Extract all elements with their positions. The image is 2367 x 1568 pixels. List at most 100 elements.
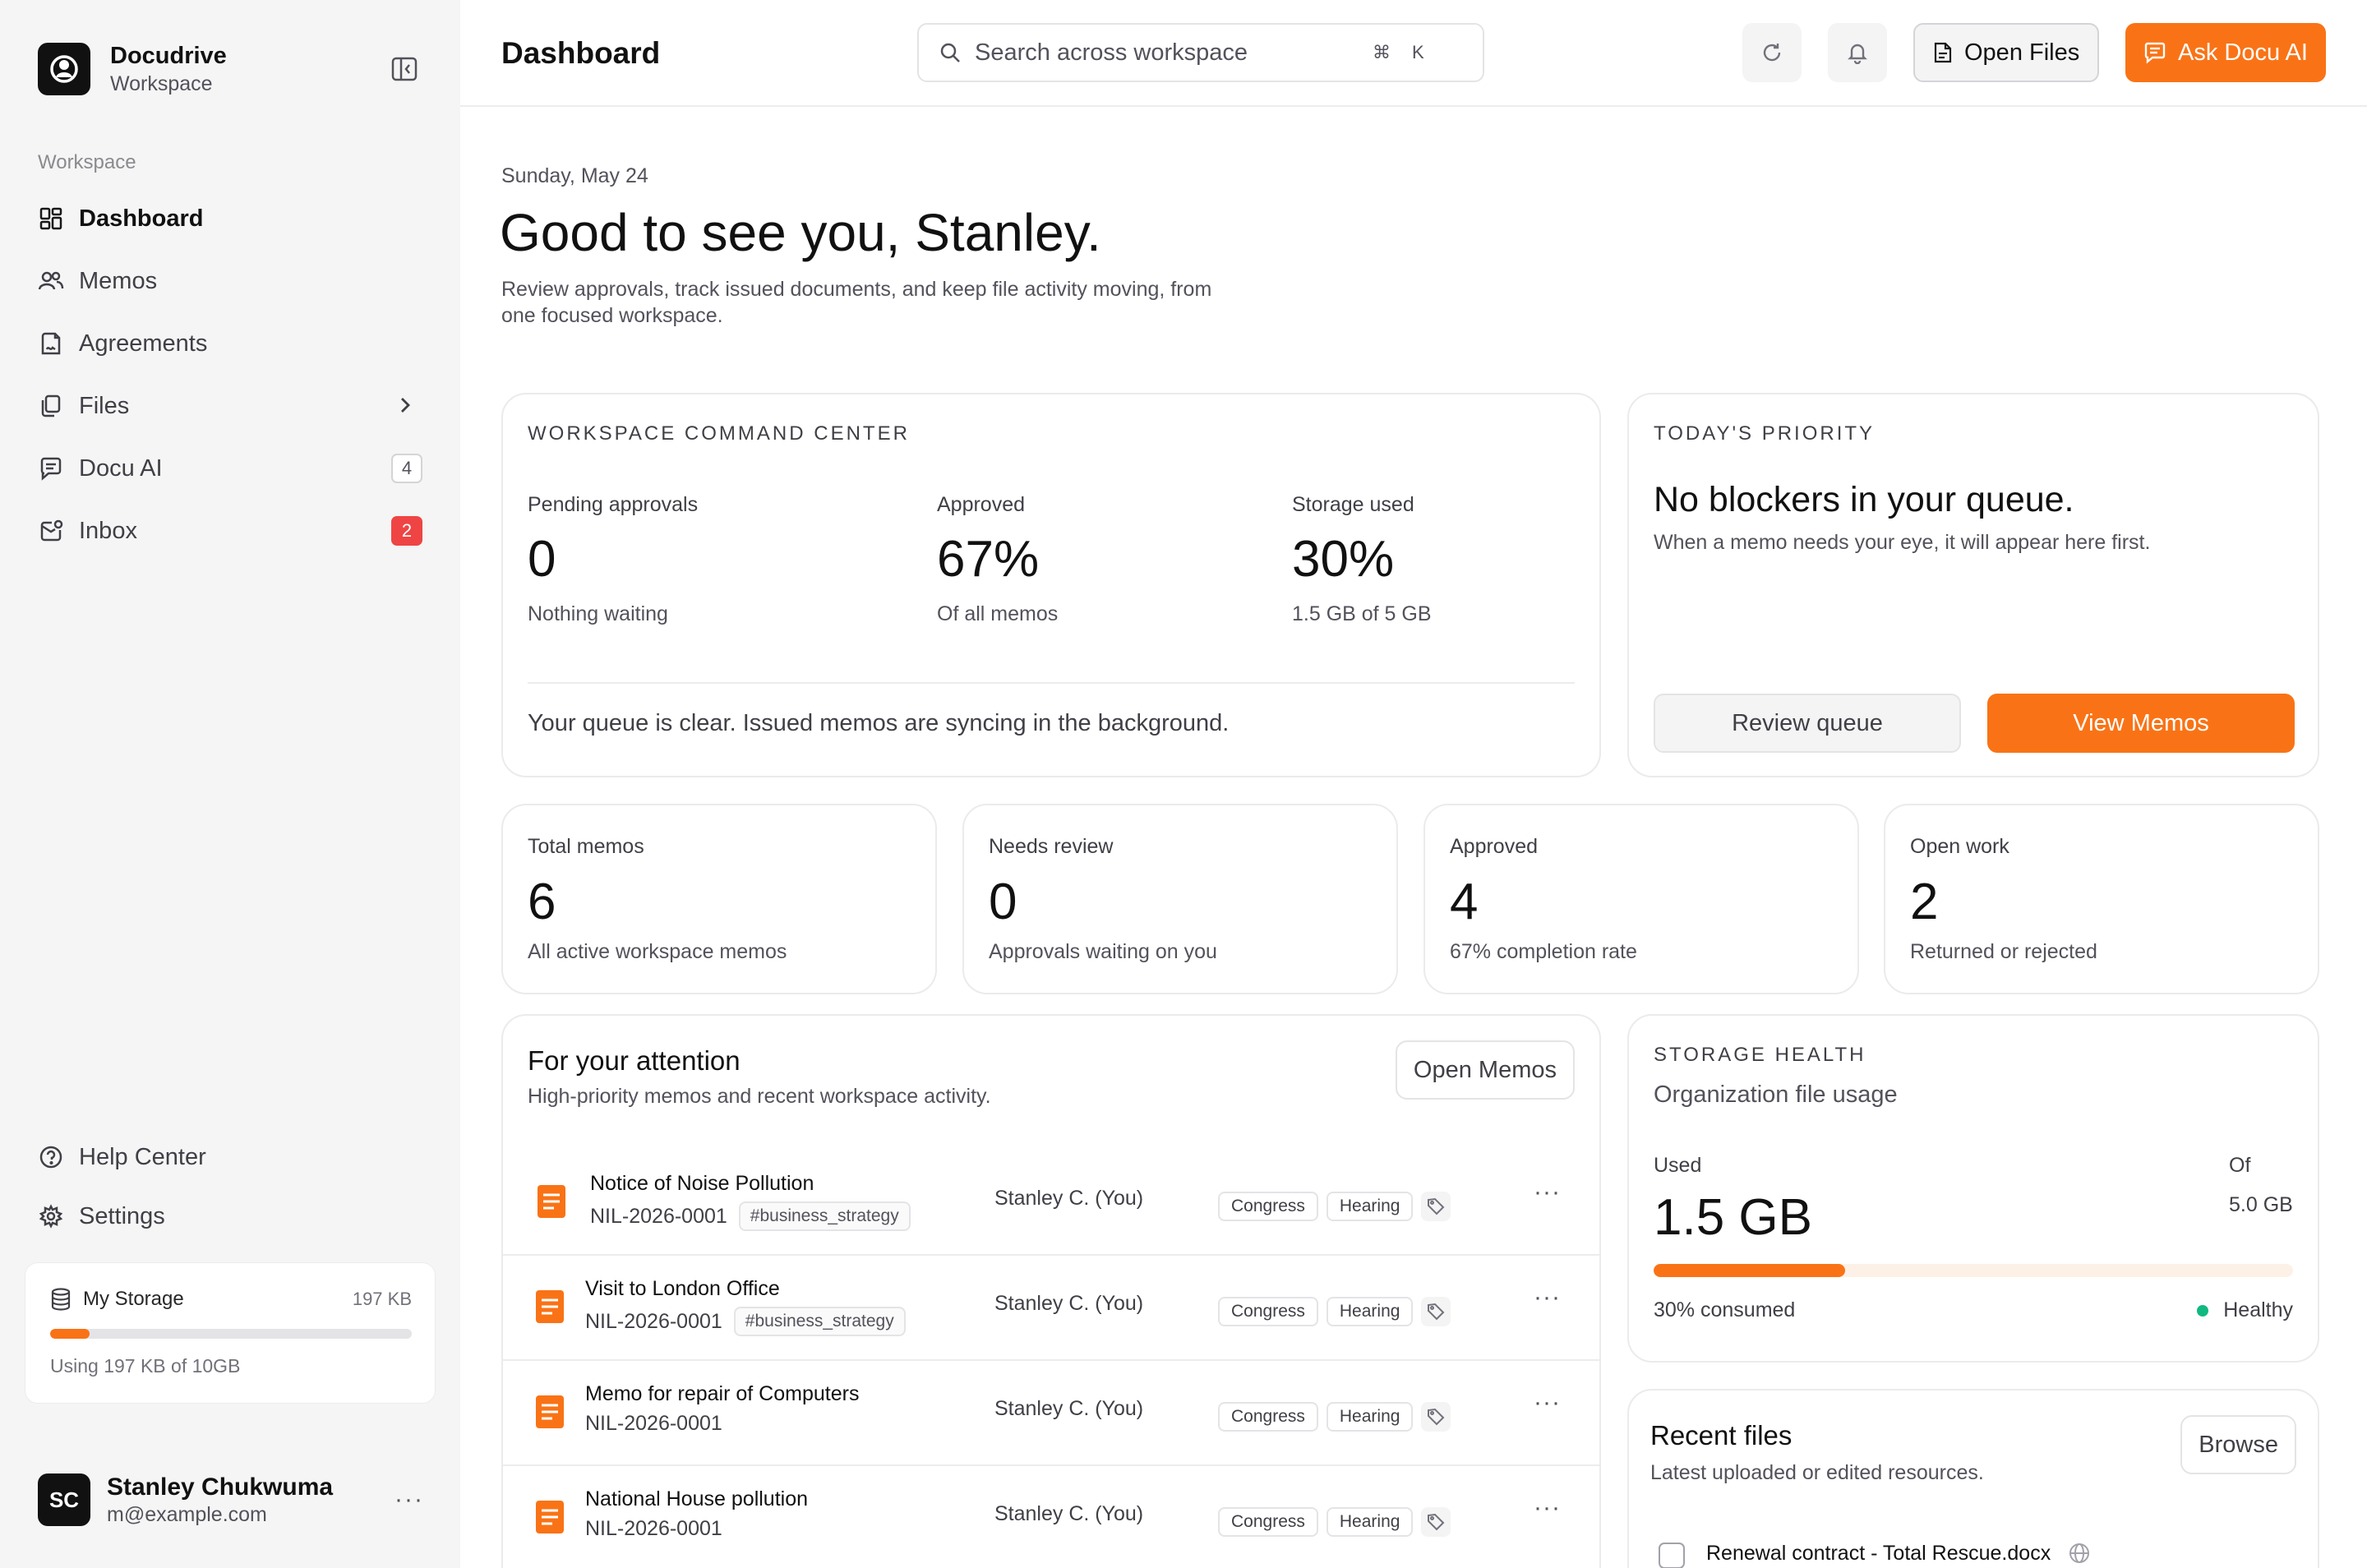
- recent-file-name: Renewal contract - Total Rescue.docx: [1706, 1541, 2051, 1565]
- command-center-status: Your queue is clear. Issued memos are sy…: [528, 710, 1230, 736]
- my-storage-note: Using 197 KB of 10GB: [50, 1355, 241, 1377]
- gear-icon: [38, 1203, 64, 1229]
- storage-health-eyebrow: STORAGE HEALTH: [1654, 1044, 1866, 1066]
- sidebar-item-files[interactable]: Files: [25, 375, 436, 437]
- metric-label: Pending approvals: [528, 493, 699, 516]
- users-icon: [38, 268, 64, 294]
- more-options-icon[interactable]: ···: [394, 1486, 424, 1513]
- open-memos-button[interactable]: Open Memos: [1395, 1040, 1575, 1100]
- document-icon: [1933, 41, 1953, 64]
- memo-more-options-icon[interactable]: ···: [1534, 1494, 1561, 1521]
- current-date: Sunday, May 24: [501, 164, 648, 187]
- sidebar-nav: Dashboard Memos Agreements Files: [25, 187, 436, 562]
- open-files-button[interactable]: Open Files: [1913, 23, 2100, 82]
- stat-subtext: Returned or rejected: [1910, 940, 2097, 963]
- sidebar-item-label: Docu AI: [79, 454, 163, 482]
- memo-row[interactable]: National House pollution NIL-2026-0001 S…: [503, 1466, 1599, 1568]
- command-center-eyebrow: WORKSPACE COMMAND CENTER: [528, 422, 910, 445]
- recent-file-item[interactable]: Renewal contract - Total Rescue.docx: [1657, 1538, 2090, 1568]
- storage-health-progress: [1654, 1264, 2293, 1277]
- search-bar[interactable]: ⌘ K: [917, 23, 1484, 82]
- sidebar-item-label: Help Center: [79, 1143, 206, 1170]
- sidebar-item-inbox[interactable]: Inbox 2: [25, 500, 436, 562]
- sidebar-section-label: Workspace: [38, 151, 136, 173]
- todays-priority-card: TODAY'S PRIORITY No blockers in your que…: [1627, 393, 2319, 777]
- memo-more-options-icon[interactable]: ···: [1534, 1178, 1561, 1206]
- sidebar-item-agreements[interactable]: Agreements: [25, 312, 436, 375]
- help-circle-icon: [38, 1144, 64, 1170]
- review-queue-button[interactable]: Review queue: [1654, 694, 1961, 753]
- metric-subtext: Of all memos: [937, 602, 1059, 625]
- sidebar-item-help-center[interactable]: Help Center: [25, 1128, 436, 1187]
- memo-hashtag[interactable]: #business_strategy: [738, 1201, 911, 1231]
- metric-storage-used: Storage used 30% 1.5 GB of 5 GB: [1292, 493, 1432, 626]
- sidebar-item-settings[interactable]: Settings: [25, 1187, 436, 1246]
- ask-docu-ai-label: Ask Docu AI: [2178, 39, 2308, 66]
- browse-button[interactable]: Browse: [2180, 1415, 2296, 1474]
- tag-icon[interactable]: [1421, 1402, 1451, 1432]
- tag-icon[interactable]: [1421, 1507, 1451, 1537]
- storage-of-value: 5.0 GB: [2229, 1193, 2293, 1216]
- avatar: SC: [38, 1473, 90, 1526]
- notifications-button[interactable]: [1828, 23, 1887, 82]
- stat-card-total-memos: Total memos 6 All active workspace memos: [501, 804, 937, 994]
- memo-chip-congress[interactable]: Congress: [1218, 1402, 1318, 1432]
- tag-icon[interactable]: [1421, 1297, 1451, 1326]
- file-icon: [1657, 1538, 1686, 1568]
- brand-subtitle: Workspace: [110, 72, 213, 95]
- metric-value: 0: [528, 531, 556, 588]
- brand-name: Docudrive: [110, 43, 227, 69]
- memo-chip-congress[interactable]: Congress: [1218, 1297, 1318, 1326]
- sidebar-item-label: Dashboard: [79, 205, 204, 232]
- refresh-button[interactable]: [1742, 23, 1802, 82]
- memo-more-options-icon[interactable]: ···: [1534, 1284, 1561, 1311]
- ask-docu-ai-button[interactable]: Ask Docu AI: [2125, 23, 2326, 82]
- tag-icon[interactable]: [1421, 1192, 1451, 1221]
- memo-chip-congress[interactable]: Congress: [1218, 1507, 1318, 1537]
- recent-files-card: Recent files Latest uploaded or edited r…: [1627, 1389, 2319, 1568]
- sidebar-item-dashboard[interactable]: Dashboard: [25, 187, 436, 250]
- chat-icon: [38, 455, 64, 482]
- sidebar-item-memos[interactable]: Memos: [25, 250, 436, 312]
- recent-files-title: Recent files: [1650, 1420, 1793, 1450]
- docu-ai-count-badge: 4: [391, 454, 422, 483]
- my-storage-title: My Storage: [83, 1288, 184, 1310]
- user-email: m@example.com: [107, 1503, 267, 1526]
- memo-more-options-icon[interactable]: ···: [1534, 1389, 1561, 1416]
- storage-consumed-text: 30% consumed: [1654, 1298, 1796, 1321]
- stat-label: Total memos: [528, 835, 644, 858]
- memo-chip-hearing[interactable]: Hearing: [1326, 1507, 1414, 1537]
- attention-title: For your attention: [528, 1045, 741, 1076]
- greeting-heading: Good to see you, Stanley.: [500, 203, 1101, 262]
- search-input[interactable]: [975, 39, 1361, 67]
- stat-subtext: 67% completion rate: [1450, 940, 1637, 963]
- my-storage-card[interactable]: My Storage 197 KB Using 197 KB of 10GB: [25, 1262, 436, 1404]
- memo-chip-hearing[interactable]: Hearing: [1326, 1297, 1414, 1326]
- memo-row[interactable]: Visit to London Office NIL-2026-0001 #bu…: [503, 1256, 1599, 1361]
- memo-owner: Stanley C. (You): [994, 1292, 1144, 1315]
- memo-hashtag[interactable]: #business_strategy: [733, 1307, 906, 1336]
- collapse-sidebar-button[interactable]: [388, 54, 421, 84]
- sidebar-item-docu-ai[interactable]: Docu AI 4: [25, 437, 436, 500]
- recent-files-subtitle: Latest uploaded or edited resources.: [1650, 1461, 1984, 1484]
- view-memos-button[interactable]: View Memos: [1987, 694, 2295, 753]
- stat-value: 2: [1910, 874, 1939, 930]
- stat-subtext: Approvals waiting on you: [989, 940, 1217, 963]
- memo-title: Memo for repair of Computers: [585, 1382, 860, 1405]
- chevron-right-icon: [393, 393, 418, 417]
- storage-health-card: STORAGE HEALTH Organization file usage U…: [1627, 1014, 2319, 1363]
- memo-code: NIL-2026-0001: [590, 1204, 727, 1228]
- memo-chip-hearing[interactable]: Hearing: [1326, 1402, 1414, 1432]
- memo-title: Visit to London Office: [585, 1277, 780, 1300]
- stat-label: Approved: [1450, 835, 1539, 858]
- brand[interactable]: Docudrive Workspace: [38, 41, 227, 97]
- memo-chip-hearing[interactable]: Hearing: [1326, 1192, 1414, 1221]
- memo-code: NIL-2026-0001: [585, 1412, 722, 1435]
- memo-chip-congress[interactable]: Congress: [1218, 1192, 1318, 1221]
- memo-row[interactable]: Memo for repair of Computers NIL-2026-00…: [503, 1361, 1599, 1466]
- stat-value: 6: [528, 874, 556, 930]
- memo-row[interactable]: Notice of Noise Pollution NIL-2026-0001 …: [503, 1151, 1599, 1256]
- memo-owner: Stanley C. (You): [994, 1397, 1144, 1420]
- user-profile[interactable]: SC Stanley Chukwuma m@example.com ···: [38, 1471, 424, 1529]
- globe-icon: [2069, 1543, 2090, 1564]
